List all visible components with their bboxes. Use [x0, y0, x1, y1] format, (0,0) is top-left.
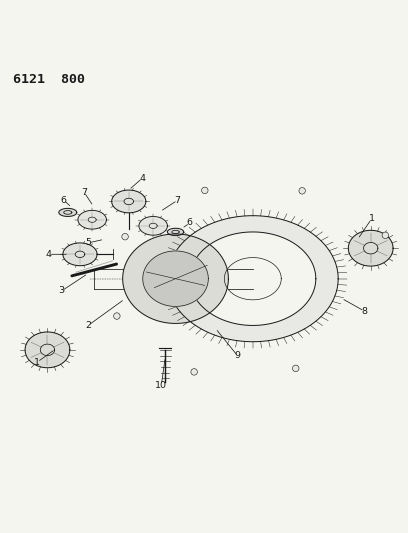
Polygon shape: [25, 332, 70, 368]
Text: 7: 7: [81, 188, 87, 197]
Polygon shape: [123, 234, 228, 324]
Text: 7: 7: [175, 196, 181, 205]
Circle shape: [202, 187, 208, 193]
Polygon shape: [78, 211, 106, 229]
Circle shape: [191, 369, 197, 375]
Text: 5: 5: [85, 238, 91, 247]
Polygon shape: [112, 190, 146, 213]
Text: 8: 8: [361, 306, 368, 316]
Polygon shape: [59, 208, 77, 216]
Text: 6: 6: [187, 219, 193, 228]
Text: 1: 1: [34, 358, 40, 367]
Polygon shape: [139, 216, 167, 235]
Text: 4: 4: [139, 174, 145, 183]
Circle shape: [113, 313, 120, 319]
Circle shape: [122, 233, 129, 240]
Polygon shape: [143, 251, 208, 306]
Text: 3: 3: [59, 286, 65, 295]
Polygon shape: [167, 216, 338, 342]
Text: 6: 6: [61, 196, 67, 205]
Polygon shape: [167, 228, 184, 236]
Text: 2: 2: [85, 321, 91, 330]
Text: 1: 1: [368, 214, 375, 223]
Circle shape: [382, 232, 388, 239]
Text: 9: 9: [235, 351, 241, 360]
Text: 6121  800: 6121 800: [13, 74, 85, 86]
Circle shape: [293, 365, 299, 372]
Text: 4: 4: [46, 250, 52, 259]
Polygon shape: [63, 243, 97, 265]
Polygon shape: [348, 230, 393, 266]
Circle shape: [299, 188, 306, 194]
Text: 10: 10: [155, 381, 167, 390]
